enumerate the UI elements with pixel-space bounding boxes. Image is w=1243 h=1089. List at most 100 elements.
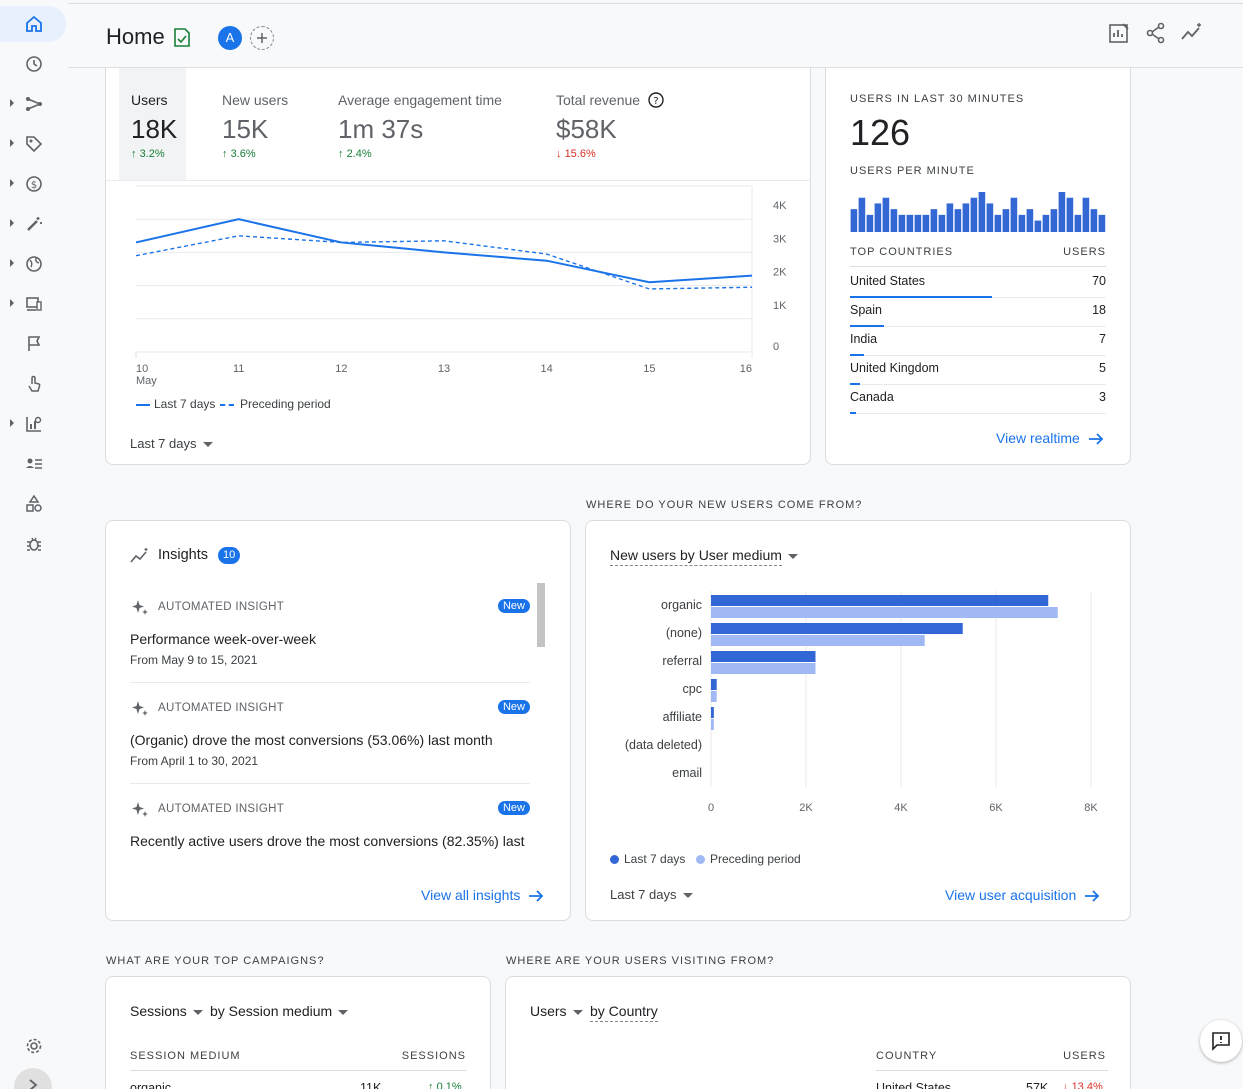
insight-item[interactable]: AUTOMATED INSIGHT New (Organic) drove the … <box>130 684 530 784</box>
metric-value: 1m 37s <box>338 114 424 144</box>
insight-kicker: AUTOMATED INSIGHT <box>158 601 285 613</box>
acquisition-dimension-dropdown[interactable]: New users by User medium <box>610 547 798 566</box>
nav-tools[interactable] <box>0 206 68 242</box>
add-comparison-button[interactable] <box>250 26 274 50</box>
minute-bar <box>866 214 874 232</box>
bar-preceding-period <box>711 691 717 702</box>
geo-section-label: WHERE ARE YOUR USERS VISITING FROM? <box>506 955 775 967</box>
category-label: (none) <box>666 626 702 640</box>
saved-report-icon[interactable] <box>174 28 190 47</box>
nav-explore[interactable] <box>0 406 68 442</box>
table-row-delta: ↑ 0.1% <box>428 1081 462 1089</box>
metric-tab-users[interactable]: Users 18K ↑ 3.2% <box>119 68 186 180</box>
minute-bar <box>986 203 994 232</box>
top-divider <box>0 3 1243 4</box>
campaigns-section-label: WHAT ARE YOUR TOP CAMPAIGNS? <box>106 955 325 967</box>
dropdown-arrow-icon <box>572 1009 583 1015</box>
users-header: USERS <box>1063 246 1106 258</box>
expand-caret-icon <box>10 139 14 147</box>
date-range-dropdown[interactable]: Last 7 days <box>130 436 213 451</box>
series-line-last-7-days <box>135 218 753 284</box>
nav-engagement[interactable] <box>0 366 68 402</box>
nav-flow[interactable] <box>0 86 68 122</box>
metric-delta: ↑ 3.6% <box>222 148 256 160</box>
date-range-dropdown[interactable]: Last 7 days <box>610 887 693 902</box>
nav-reports-snapshot[interactable] <box>0 46 68 82</box>
nav-debug[interactable] <box>0 526 68 562</box>
metric-tab-new-users[interactable]: New users 15K ↑ 3.6% <box>222 68 332 180</box>
col-session-medium: SESSION MEDIUM <box>130 1050 241 1062</box>
bug-icon <box>27 537 41 551</box>
divider <box>876 1070 1108 1071</box>
expand-caret-icon <box>10 179 14 187</box>
nav-library[interactable] <box>0 486 68 522</box>
nav-admin[interactable] <box>0 1028 68 1064</box>
session-medium-dropdown[interactable]: by Session medium <box>210 1003 349 1019</box>
plus-icon <box>257 33 267 43</box>
nav-events[interactable] <box>0 326 68 362</box>
insight-item[interactable]: AUTOMATED INSIGHT New Recently active user… <box>130 785 530 885</box>
scrollbar-thumb[interactable] <box>537 583 545 647</box>
collapse-nav-button[interactable] <box>14 1068 52 1089</box>
left-nav: $ <box>0 0 68 1089</box>
top-countries-header: TOP COUNTRIES <box>850 246 954 258</box>
col-sessions: SESSIONS <box>401 1050 466 1062</box>
svg-text:$: $ <box>31 180 37 191</box>
metric-value: 18K <box>131 114 178 144</box>
nav-audiences[interactable] <box>0 446 68 482</box>
minute-bar <box>970 197 978 232</box>
divider <box>130 1070 466 1071</box>
minute-bar <box>898 214 906 232</box>
share-icon[interactable] <box>1145 22 1167 44</box>
sessions-metric-dropdown[interactable]: Sessions <box>130 1003 203 1019</box>
minute-bar <box>1034 220 1042 232</box>
minute-bar <box>938 214 946 232</box>
nav-monetization[interactable]: $ <box>0 166 68 202</box>
minute-bar <box>1098 214 1106 232</box>
per-minute-label: USERS PER MINUTE <box>850 165 975 177</box>
metric-label: Users <box>131 92 168 108</box>
new-users-bar-chart: 0 2K 4K 6K 8K organic (none) referral cpc affilia… <box>625 591 1098 814</box>
users-metric-dropdown[interactable]: Users <box>530 1003 583 1019</box>
arrow-right-icon <box>1088 433 1103 445</box>
bar-last-7-days <box>711 707 714 718</box>
x-tick-label: 13 <box>438 363 450 375</box>
nav-home[interactable] <box>0 6 66 42</box>
view-all-insights-link[interactable]: View all insights <box>421 887 544 903</box>
nav-tags[interactable] <box>0 126 68 162</box>
x-tick-label: 8K <box>1084 802 1098 814</box>
y-tick-label: 3K <box>773 233 787 245</box>
country-users: 18 <box>1092 303 1106 317</box>
bar-last-7-days <box>711 679 717 690</box>
feedback-button[interactable] <box>1200 1020 1242 1062</box>
metric-tab-engagement-time[interactable]: Average engagement time 1m 37s ↑ 2.4% <box>338 68 538 180</box>
legend-last-7-days: Last 7 days <box>610 852 685 866</box>
insight-item[interactable]: AUTOMATED INSIGHT New Performance week-ove… <box>130 583 530 683</box>
metric-value: $58K <box>556 114 617 144</box>
country-users: 70 <box>1092 274 1106 288</box>
nav-geo[interactable] <box>0 246 68 282</box>
country-dimension-dropdown[interactable]: by Country <box>590 1003 658 1022</box>
comparison-avatar[interactable]: A <box>218 26 242 50</box>
sparkle-icon <box>132 600 148 615</box>
category-label: email <box>672 766 702 780</box>
metric-label: Total revenue ? <box>556 92 664 108</box>
country-name: United States <box>850 274 926 288</box>
view-realtime-link[interactable]: View realtime <box>996 430 1104 446</box>
nav-tech[interactable] <box>0 286 68 322</box>
arrow-up-icon: ↑ <box>222 148 228 160</box>
divider <box>106 180 810 181</box>
insights-count-badge: 10 <box>218 547 241 564</box>
category-label: affiliate <box>663 710 702 724</box>
minute-bar <box>994 214 1002 232</box>
view-user-acquisition-link[interactable]: View user acquisition <box>945 887 1100 903</box>
page-title: Home <box>106 24 165 49</box>
users-line-chart: 5K4K3K2K1K010111213141516May <box>135 185 787 387</box>
help-icon[interactable]: ? <box>648 92 664 108</box>
customize-report-icon[interactable] <box>1108 22 1130 44</box>
metric-tab-total-revenue[interactable]: Total revenue ? $58K ↓ 15.6% <box>556 68 696 180</box>
sparkle-icon <box>132 701 148 716</box>
insights-icon[interactable] <box>1180 22 1204 44</box>
dropdown-arrow-icon <box>338 1009 349 1015</box>
overview-card: Users 18K ↑ 3.2% New users 15K ↑ 3.6% Av… <box>105 68 811 465</box>
